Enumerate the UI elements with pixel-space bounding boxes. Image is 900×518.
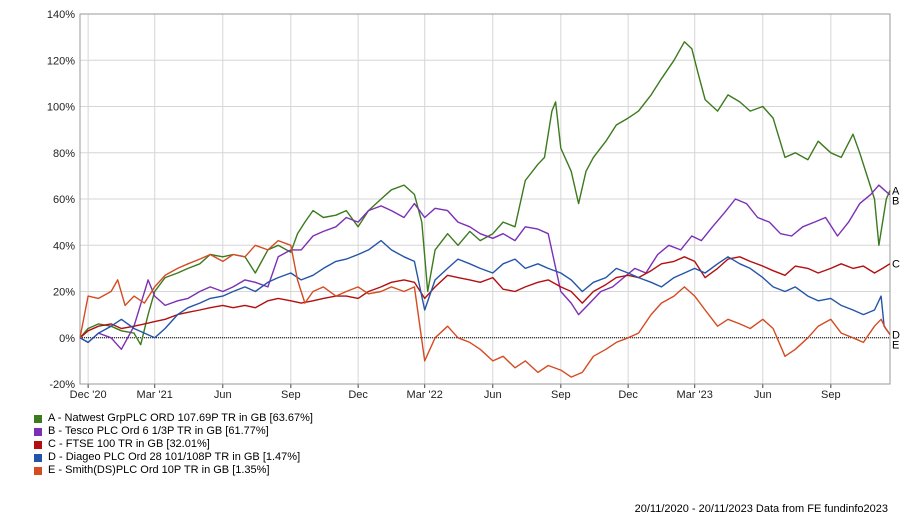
- series-line-a: [79, 41, 891, 346]
- series-line-d: [79, 239, 891, 344]
- y-tick-label: 20%: [53, 287, 75, 299]
- x-tick-label: Jun: [214, 389, 232, 400]
- x-tick-label: Mar '21: [137, 389, 173, 400]
- y-tick-label: -20%: [49, 379, 75, 391]
- series-line-b: [79, 184, 891, 350]
- legend-label: E - Smith(DS)PLC Ord 10P TR in GB [1.35%…: [48, 464, 270, 476]
- y-tick-label: 120%: [47, 55, 75, 67]
- legend-swatch: [34, 453, 42, 462]
- x-tick-label: Dec: [348, 389, 368, 400]
- x-axis-ticks: Dec '20 Mar '21 Jun Sep Dec Mar '22 Jun Sep Dec M…: [70, 384, 841, 400]
- legend-label: A - Natwest GrpPLC ORD 107.69P TR in GB …: [48, 412, 313, 424]
- legend-swatch: [34, 427, 42, 436]
- legend-item: A - Natwest GrpPLC ORD 107.69P TR in GB …: [34, 412, 313, 425]
- y-tick-label: 140%: [47, 9, 75, 21]
- y-tick-label: 100%: [47, 102, 75, 114]
- y-axis-ticks: -20% 0% 20% 40% 60% 80% 100% 120% 140%: [47, 9, 75, 391]
- legend-label: B - Tesco PLC Ord 6 1/3P TR in GB [61.77…: [48, 425, 269, 437]
- x-tick-label: Mar '22: [407, 389, 443, 400]
- y-tick-label: 0%: [59, 333, 75, 345]
- data-source-footer: 20/11/2020 - 20/11/2023 Data from FE fun…: [634, 503, 888, 515]
- series-line-c: [79, 256, 891, 339]
- legend-item: E - Smith(DS)PLC Ord 10P TR in GB [1.35%…: [34, 464, 313, 477]
- series-line-e: [79, 239, 891, 378]
- legend-swatch: [34, 414, 42, 423]
- series-end-labels: AB C DE: [892, 186, 900, 352]
- series-end-label-b: B: [892, 196, 899, 208]
- x-tick-label: Mar '23: [677, 389, 713, 400]
- x-tick-label: Sep: [551, 389, 571, 400]
- legend-label: C - FTSE 100 TR in GB [32.01%]: [48, 438, 210, 450]
- y-tick-label: 80%: [53, 148, 75, 160]
- legend-item: C - FTSE 100 TR in GB [32.01%]: [34, 438, 313, 451]
- chart-grid: [80, 13, 890, 385]
- legend-swatch: [34, 466, 42, 475]
- series-end-label-a: A: [892, 186, 900, 198]
- x-tick-label: Dec: [618, 389, 638, 400]
- x-tick-label: Jun: [484, 389, 502, 400]
- series-end-label-d: D: [892, 329, 900, 341]
- y-tick-label: 60%: [53, 194, 75, 206]
- legend-swatch: [34, 440, 42, 449]
- x-tick-label: Sep: [281, 389, 301, 400]
- legend-item: B - Tesco PLC Ord 6 1/3P TR in GB [61.77…: [34, 425, 313, 438]
- plot-frame: [79, 13, 891, 385]
- x-tick-label: Dec '20: [70, 389, 107, 400]
- y-tick-label: 40%: [53, 240, 75, 252]
- series-lines: [79, 41, 891, 378]
- chart-legend: A - Natwest GrpPLC ORD 107.69P TR in GB …: [34, 412, 313, 477]
- legend-label: D - Diageo PLC Ord 28 101/108P TR in GB …: [48, 451, 301, 463]
- series-end-label-c: C: [892, 259, 900, 271]
- legend-item: D - Diageo PLC Ord 28 101/108P TR in GB …: [34, 451, 313, 464]
- series-end-label-e: E: [892, 339, 899, 351]
- x-tick-label: Sep: [821, 389, 841, 400]
- line-chart: -20% 0% 20% 40% 60% 80% 100% 120% 140% Dec '20 Ma…: [47, 9, 900, 400]
- x-tick-label: Jun: [754, 389, 772, 400]
